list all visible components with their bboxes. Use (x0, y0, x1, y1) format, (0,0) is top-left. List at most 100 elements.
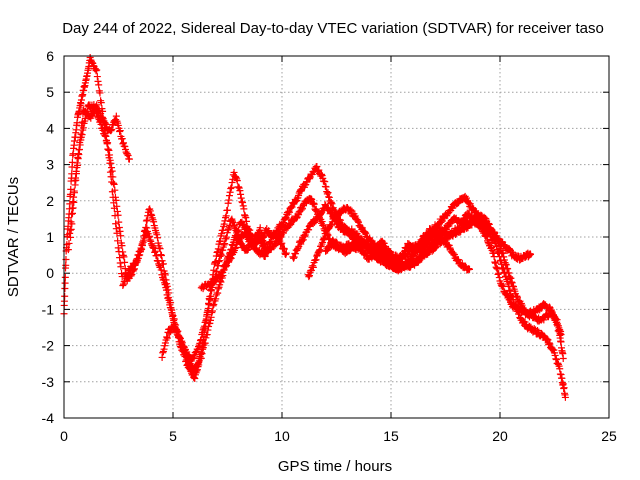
data-point (77, 130, 85, 138)
data-point (112, 220, 120, 228)
data-point (115, 218, 123, 226)
data-point (69, 209, 77, 217)
data-point (237, 190, 245, 198)
data-point (324, 246, 332, 254)
data-point (347, 206, 355, 214)
data-point (207, 313, 215, 321)
data-point (221, 263, 229, 271)
data-point (196, 337, 204, 345)
data-point (112, 225, 120, 233)
data-point (547, 307, 555, 315)
data-point (105, 146, 113, 154)
data-point (491, 259, 499, 267)
data-point (239, 242, 247, 250)
data-point (130, 265, 138, 273)
data-point (92, 67, 100, 75)
data-point (214, 245, 222, 253)
data-point (156, 245, 164, 253)
data-point (315, 247, 323, 255)
data-point (327, 198, 335, 206)
data-point (102, 132, 110, 140)
data-point (290, 254, 298, 262)
data-point (305, 273, 313, 281)
y-tick-label: -2 (42, 338, 55, 354)
data-point (468, 204, 476, 212)
data-point (281, 215, 289, 223)
data-point (149, 243, 157, 251)
data-point (178, 337, 186, 345)
data-point (556, 365, 564, 373)
data-point (198, 350, 206, 358)
data-point (206, 316, 214, 324)
data-point (115, 224, 123, 232)
data-point (168, 310, 176, 318)
data-point (201, 339, 209, 347)
data-point (239, 202, 247, 210)
data-point (93, 73, 101, 81)
data-point (240, 205, 248, 213)
data-point (158, 353, 166, 361)
data-point (106, 151, 114, 159)
data-point (235, 238, 243, 246)
x-tick-label: 20 (492, 428, 508, 444)
data-point (130, 266, 138, 274)
data-point (117, 263, 125, 271)
x-tick-label: 0 (60, 428, 68, 444)
data-point (95, 81, 103, 89)
data-point (72, 176, 80, 184)
data-point (227, 254, 235, 262)
series-track-9 (322, 225, 473, 274)
data-point (78, 122, 86, 130)
data-point (217, 250, 225, 258)
data-point (298, 205, 306, 213)
data-point (104, 145, 112, 153)
data-point (139, 238, 147, 246)
data-point (66, 229, 74, 237)
data-point (220, 241, 228, 249)
data-point (208, 287, 216, 295)
data-point (97, 110, 105, 118)
data-point (111, 186, 119, 194)
data-point (244, 245, 252, 253)
data-point (74, 153, 82, 161)
data-point (191, 375, 199, 383)
data-point (113, 202, 121, 210)
data-point (354, 217, 362, 225)
data-point (358, 224, 366, 232)
data-point (280, 245, 288, 253)
data-point (480, 223, 488, 231)
data-point (69, 198, 77, 206)
y-tick-label: 2 (46, 193, 54, 209)
data-point (292, 197, 300, 205)
data-point (202, 315, 210, 323)
data-point (237, 194, 245, 202)
data-point (446, 244, 454, 252)
data-point (229, 217, 237, 225)
data-point (504, 265, 512, 273)
data-point (513, 293, 521, 301)
data-point (128, 270, 136, 278)
data-point (513, 304, 521, 312)
y-tick-label: 5 (46, 84, 54, 100)
data-point (313, 162, 321, 170)
data-point (145, 232, 153, 240)
data-point (116, 127, 124, 135)
data-point (150, 218, 158, 226)
data-point (93, 101, 101, 109)
data-point (319, 221, 327, 229)
data-point (137, 244, 145, 252)
data-point (78, 118, 86, 126)
data-point (143, 216, 151, 224)
data-point (168, 306, 176, 314)
data-point (450, 250, 458, 258)
data-point (220, 220, 228, 228)
data-point (161, 339, 169, 347)
data-point (142, 217, 150, 225)
data-point (96, 89, 104, 97)
data-point (76, 138, 84, 146)
data-point (180, 342, 188, 350)
data-point (64, 246, 72, 254)
data-point (121, 265, 129, 273)
data-point (125, 155, 133, 163)
